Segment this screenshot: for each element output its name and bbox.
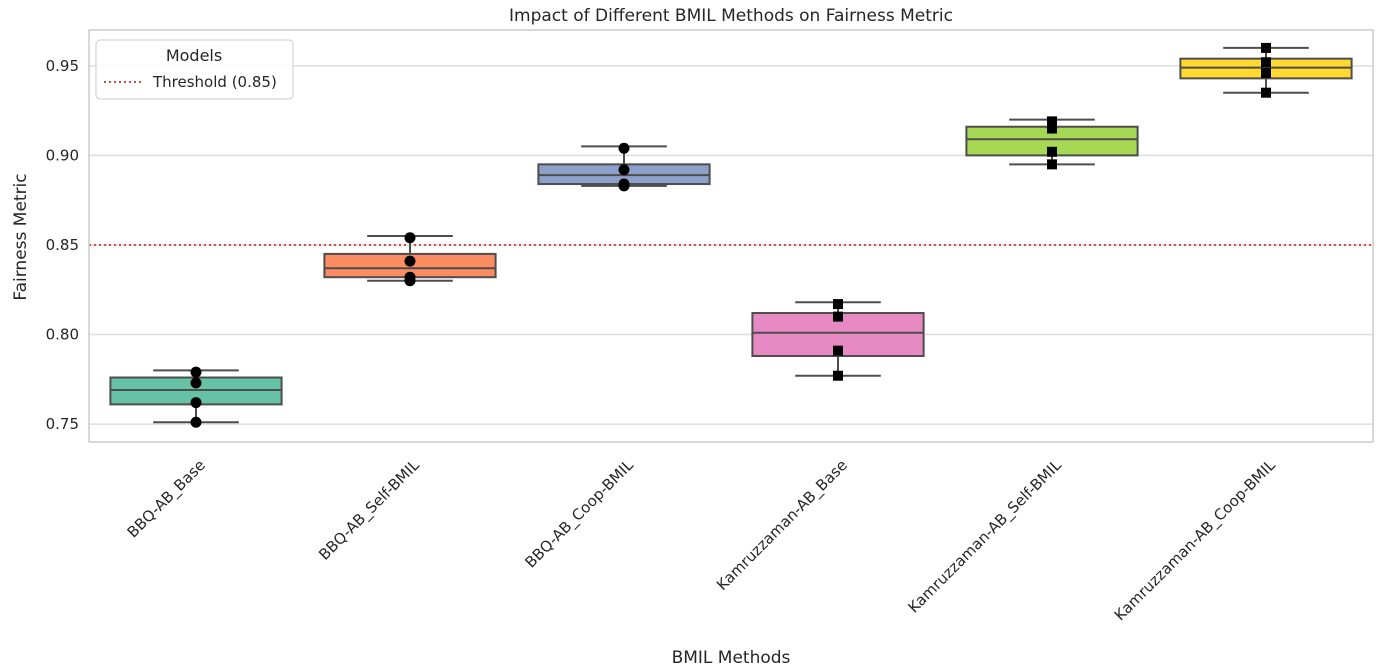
- data-point: [404, 271, 416, 283]
- data-point: [618, 164, 630, 176]
- data-point: [1047, 146, 1057, 157]
- box-group: [537, 142, 711, 192]
- box-group: [751, 299, 925, 381]
- data-point: [833, 299, 843, 310]
- plot-frame: [88, 29, 1374, 443]
- chart-title: Impact of Different BMIL Methods on Fair…: [509, 6, 953, 26]
- y-tick-label: 0.85: [46, 236, 79, 254]
- legend-title: Models: [166, 46, 222, 65]
- x-tick-label: BBQ-AB_Coop-BMIL: [521, 456, 638, 573]
- data-point: [1261, 57, 1271, 68]
- box-group: [109, 366, 283, 428]
- data-point: [618, 142, 630, 154]
- x-tick-label: Kamruzzaman-AB_Self-BMIL: [905, 456, 1066, 617]
- data-point: [1261, 42, 1271, 53]
- data-point: [1261, 67, 1271, 78]
- plot-background: [89, 30, 1373, 442]
- y-tick-label: 0.75: [46, 415, 79, 433]
- data-point: [1047, 123, 1057, 134]
- y-axis-label: Fairness Metric: [11, 173, 31, 300]
- x-axis-label: BMIL Methods: [672, 648, 791, 668]
- data-point: [404, 232, 416, 244]
- box-layer: [109, 42, 1353, 428]
- legend-box: [95, 39, 294, 100]
- data-point: [1261, 87, 1271, 98]
- data-point: [833, 311, 843, 322]
- box-group: [965, 116, 1139, 170]
- y-tick-label: 0.90: [46, 146, 79, 164]
- data-point: [1047, 159, 1057, 170]
- x-tick-label: BBQ-AB_Self-BMIL: [315, 456, 424, 565]
- box-group: [1179, 42, 1353, 98]
- data-point: [833, 345, 843, 356]
- legend-threshold-label: Threshold (0.85): [152, 73, 277, 91]
- data-point: [404, 255, 416, 267]
- x-tick-label: Kamruzzaman-AB_Coop-BMIL: [1111, 456, 1280, 625]
- data-point: [833, 370, 843, 381]
- x-tick-label: BBQ-AB_Base: [124, 456, 210, 542]
- data-point: [1047, 116, 1057, 127]
- x-axis: BBQ-AB_Base BBQ-AB_Self-BMIL BBQ-AB_Coop-B…: [124, 456, 1280, 625]
- box-group: [323, 232, 497, 287]
- data-point: [618, 178, 630, 190]
- x-tick-label: Kamruzzaman-AB_Base: [713, 456, 852, 595]
- data-point: [190, 366, 202, 378]
- legend: Models Threshold (0.85): [95, 39, 294, 100]
- y-tick-label: 0.95: [46, 57, 79, 75]
- y-axis: 0.75 0.80 0.85 0.90 0.95: [46, 57, 79, 433]
- data-point: [190, 416, 202, 428]
- data-point: [190, 397, 202, 409]
- data-point: [190, 377, 202, 389]
- y-tick-label: 0.80: [46, 326, 79, 344]
